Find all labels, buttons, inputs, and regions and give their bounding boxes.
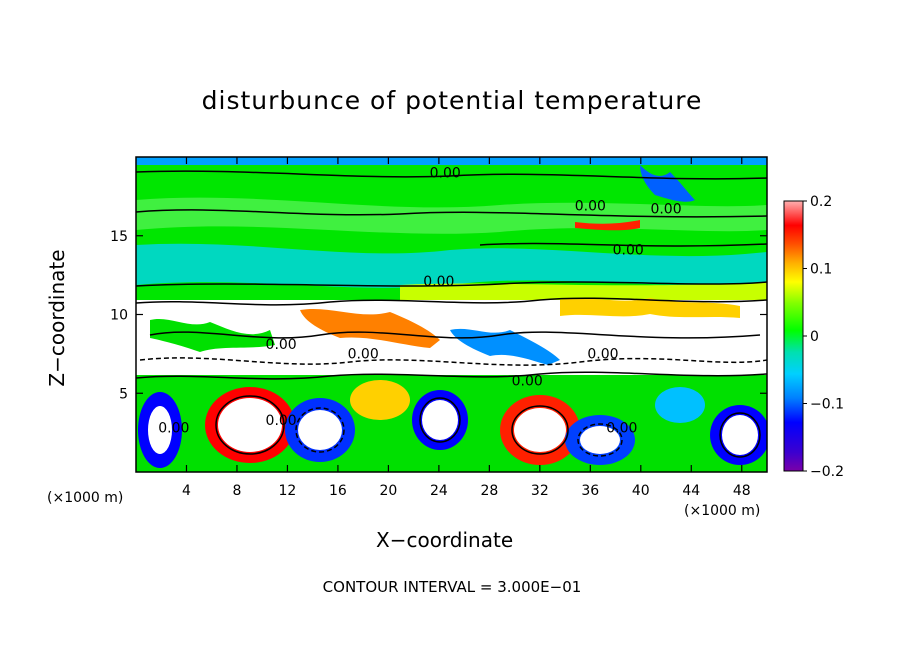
contour-label-5: 0.00 xyxy=(266,337,297,353)
contour-upper-3 xyxy=(479,242,767,247)
contour-label-2: 0.00 xyxy=(650,202,681,218)
field-blob-6b xyxy=(580,426,620,454)
x-tick-label-11: 48 xyxy=(733,483,751,499)
x-unit-right: (×1000 m) xyxy=(684,503,761,519)
field-middle-yellow xyxy=(560,298,740,318)
contour-label-0: 0.00 xyxy=(430,165,461,181)
y-tick-label-2: 15 xyxy=(110,229,128,245)
y-tick-label-1: 10 xyxy=(110,308,128,324)
x-axis-label: X−coordinate xyxy=(376,528,514,552)
contour-ring-6 xyxy=(577,423,623,457)
field-upper-blue xyxy=(640,165,695,202)
contour-label-3: 0.00 xyxy=(613,243,644,259)
contour-label-7: 0.00 xyxy=(587,347,618,363)
x-tick-label-7: 32 xyxy=(531,483,549,499)
contour-label-11: 0.00 xyxy=(158,421,189,437)
x-tick-label-0: 4 xyxy=(182,483,191,499)
x-tick-label-8: 36 xyxy=(581,483,599,499)
x-tick-label-6: 28 xyxy=(480,483,498,499)
contour-mid-3 xyxy=(139,357,767,366)
field-top-band xyxy=(136,157,767,165)
field-blob-4b xyxy=(422,400,458,440)
contour-label-8: 0.00 xyxy=(512,373,543,389)
contour-label-9: 0.00 xyxy=(266,413,297,429)
x-tick-label-1: 8 xyxy=(232,483,241,499)
field-blob-3b xyxy=(298,410,342,450)
x-tick-label-5: 24 xyxy=(430,483,448,499)
contour-mid-1 xyxy=(136,297,767,306)
chart-title: disturbunce of potential temperature xyxy=(201,86,703,115)
field-middle-orange xyxy=(300,308,440,348)
contour-label-4: 0.00 xyxy=(423,274,454,290)
field-blob-9 xyxy=(655,387,705,423)
colorbar-tick-label-2: 0 xyxy=(810,329,819,345)
field-cyan-band xyxy=(136,243,767,288)
field-blob-8 xyxy=(350,380,410,420)
contour-ring-5 xyxy=(295,407,345,453)
field-upper-red xyxy=(575,220,640,231)
x-tick-label-3: 16 xyxy=(329,483,347,499)
contour-upper-2 xyxy=(136,209,767,218)
contour-ring-3 xyxy=(511,405,569,455)
contour-label-10: 0.00 xyxy=(606,421,637,437)
colorbar-ticks: 0.2 0.1 0 −0.1 −0.2 xyxy=(803,194,844,480)
contour-low-1 xyxy=(136,371,767,380)
colorbar-tick-label-3: −0.1 xyxy=(810,397,844,413)
contour-ring-1 xyxy=(215,395,285,455)
x-tick-label-4: 20 xyxy=(379,483,397,499)
contour-label-1: 0.00 xyxy=(575,199,606,215)
colorbar-tick-label-1: 0.1 xyxy=(810,262,832,278)
field-layers xyxy=(136,157,767,472)
y-axis-label: Z−coordinate xyxy=(45,249,69,387)
contour-upper-1 xyxy=(136,170,767,180)
contour-interval-note: CONTOUR INTERVAL = 3.000E−01 xyxy=(322,578,582,596)
field-blob-5b xyxy=(514,408,566,452)
x-unit-left: (×1000 m) xyxy=(47,490,124,506)
contour-ring-2 xyxy=(419,397,461,443)
x-tick-label-9: 40 xyxy=(632,483,650,499)
contour-mid-2 xyxy=(149,331,761,339)
x-tick-label-2: 12 xyxy=(279,483,297,499)
field-blob-7b xyxy=(722,415,758,455)
colorbar xyxy=(783,200,804,472)
contour-lines xyxy=(136,170,767,458)
colorbar-tick-label-4: −0.2 xyxy=(810,464,844,480)
colorbar-tick-label-0: 0.2 xyxy=(810,194,832,210)
contour-upper-4 xyxy=(136,281,767,287)
x-tick-label-10: 44 xyxy=(682,483,700,499)
contour-ring-4 xyxy=(719,412,761,458)
contour-labels: 0.00 0.00 0.00 0.00 0.00 0.00 0.00 0.00 0.00 0.00… xyxy=(158,165,681,437)
field-blob-1b xyxy=(148,406,172,454)
field-middle-green xyxy=(150,318,275,352)
field-yellow-band xyxy=(400,282,767,302)
y-tick-label-0: 5 xyxy=(119,386,128,402)
field-blob-2b xyxy=(218,398,282,452)
contour-label-6: 0.00 xyxy=(348,347,379,363)
